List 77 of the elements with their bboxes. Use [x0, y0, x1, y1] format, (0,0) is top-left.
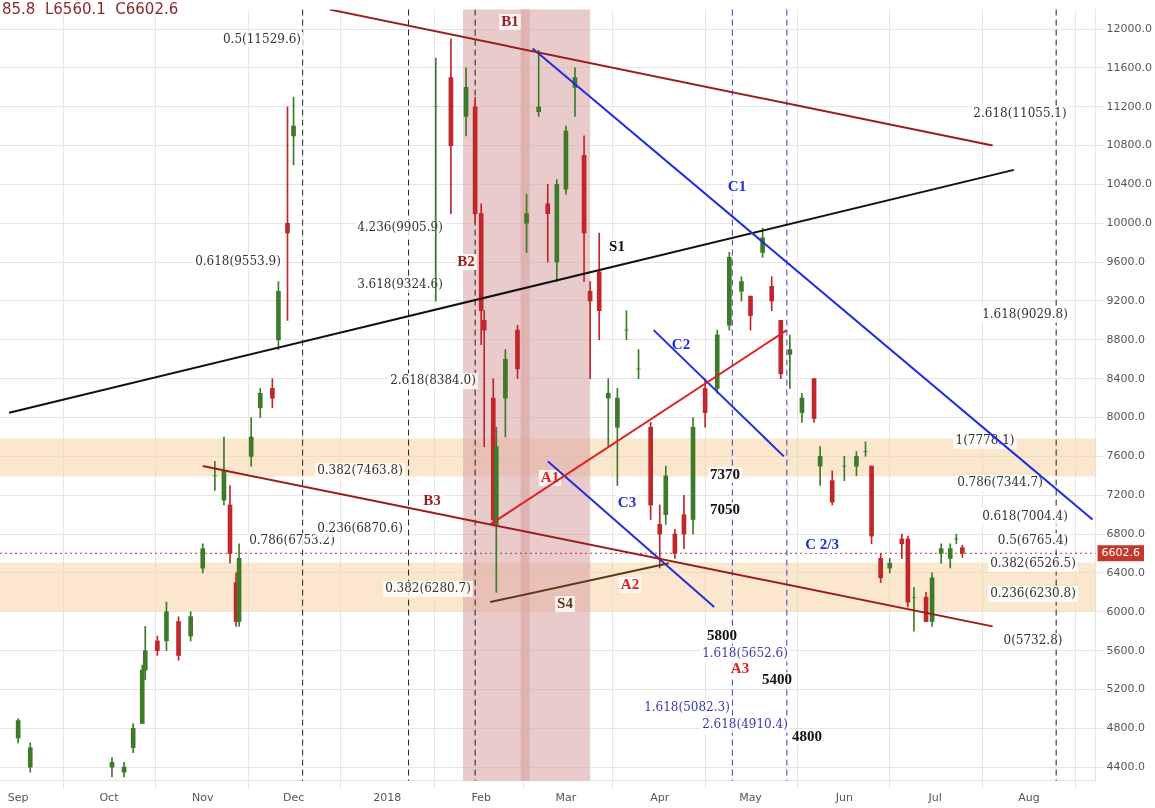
annotation: 0.786(6753.2)	[249, 533, 335, 548]
annotation: C2	[671, 335, 691, 352]
y-tick-label: 6800.0	[1106, 526, 1146, 540]
annotation: 85.8 L6560.1 C6602.6	[2, 0, 179, 18]
y-tick-label: 4800.0	[1106, 721, 1146, 735]
annotation: 1.618(5652.6)	[702, 646, 788, 661]
annotation: 0.382(6280.7)	[385, 581, 471, 596]
x-tick-label: Aug	[1018, 791, 1040, 805]
annotation: 7050	[710, 500, 740, 517]
y-tick-label: 8800.0	[1106, 332, 1146, 346]
y-tick-label: 11600.0	[1106, 60, 1153, 74]
y-tick-label: 4400.0	[1106, 760, 1146, 774]
ref-line-label: 6602.6	[1101, 546, 1141, 560]
candlestick	[911, 587, 917, 632]
annotation: C1	[727, 177, 747, 194]
y-tick-label: 11200.0	[1106, 99, 1153, 113]
x-tick-label: 2018	[373, 791, 402, 805]
annotation: 1.618(5082.3)	[644, 700, 730, 715]
candlestick	[536, 50, 542, 117]
y-tick-label: 7200.0	[1106, 488, 1146, 502]
y-tick-label: 5200.0	[1106, 682, 1146, 696]
annotation: 7370	[710, 465, 740, 482]
y-tick-label: 7600.0	[1106, 449, 1146, 463]
annotation: B1	[501, 12, 519, 29]
annotation: 4800	[792, 727, 822, 744]
x-tick-label: Feb	[471, 791, 491, 805]
annotation: 2.618(11055.1)	[973, 106, 1067, 121]
y-tick-label: 9200.0	[1106, 293, 1146, 307]
candlestick	[938, 543, 944, 564]
annotation: 0(5732.8)	[1003, 633, 1063, 648]
candlestick	[212, 460, 218, 491]
y-tick-label: 12000.0	[1106, 21, 1153, 35]
annotation: 0.618(9553.9)	[195, 254, 281, 269]
candlestick	[787, 334, 793, 389]
annotation: 0.236(6870.6)	[317, 521, 403, 536]
annotation: B3	[423, 491, 441, 508]
x-tick-label: May	[739, 791, 763, 805]
x-tick-label: Jun	[834, 791, 853, 805]
y-tick-label: 10800.0	[1106, 138, 1153, 152]
candlestick	[545, 184, 551, 263]
x-tick-label: Mar	[555, 791, 577, 805]
candlestick	[605, 378, 611, 448]
x-tick-label: Sep	[7, 791, 29, 805]
x-tick-label: Oct	[99, 791, 120, 805]
annotation: S4	[557, 594, 574, 611]
annotation: 1.618(9029.8)	[982, 307, 1068, 322]
annotation: S1	[609, 237, 625, 254]
annotation: 0.236(6230.8)	[990, 586, 1076, 601]
annotation: 0.786(7344.7)	[957, 475, 1043, 490]
annotation: A3	[730, 659, 750, 676]
y-tick-label: 10000.0	[1106, 216, 1153, 230]
y-tick-label: 9600.0	[1106, 254, 1146, 268]
x-tick-label: Dec	[282, 791, 305, 805]
annotation: A1	[540, 468, 560, 485]
annotation: 5400	[762, 670, 792, 687]
y-tick-label: 5600.0	[1106, 643, 1146, 657]
annotation: C 2/3	[805, 535, 839, 552]
annotation: 2.618(4910.4)	[702, 717, 788, 732]
annotation: C3	[617, 493, 637, 510]
annotation: 0.5(6765.4)	[997, 533, 1069, 548]
x-tick-label: Jul	[927, 791, 942, 805]
y-tick-label: 10400.0	[1106, 177, 1153, 191]
x-tick-label: Apr	[650, 791, 670, 805]
y-tick-label: 8400.0	[1106, 371, 1146, 385]
annotation: 5800	[707, 626, 737, 643]
annotation: 0.382(6526.5)	[990, 556, 1076, 571]
y-tick-label: 6000.0	[1106, 604, 1146, 618]
x-tick-label: Nov	[192, 791, 214, 805]
annotation: 0.5(11529.6)	[222, 32, 302, 47]
annotation: A2	[620, 575, 640, 592]
annotation: 0.618(7004.4)	[982, 509, 1068, 524]
annotation: 2.618(8384.0)	[390, 373, 476, 388]
y-tick-label: 8000.0	[1106, 410, 1146, 424]
annotation: 0.382(7463.8)	[317, 463, 403, 478]
candlestick	[657, 504, 663, 569]
annotation: B2	[457, 252, 475, 269]
y-tick-label: 6400.0	[1106, 565, 1146, 579]
